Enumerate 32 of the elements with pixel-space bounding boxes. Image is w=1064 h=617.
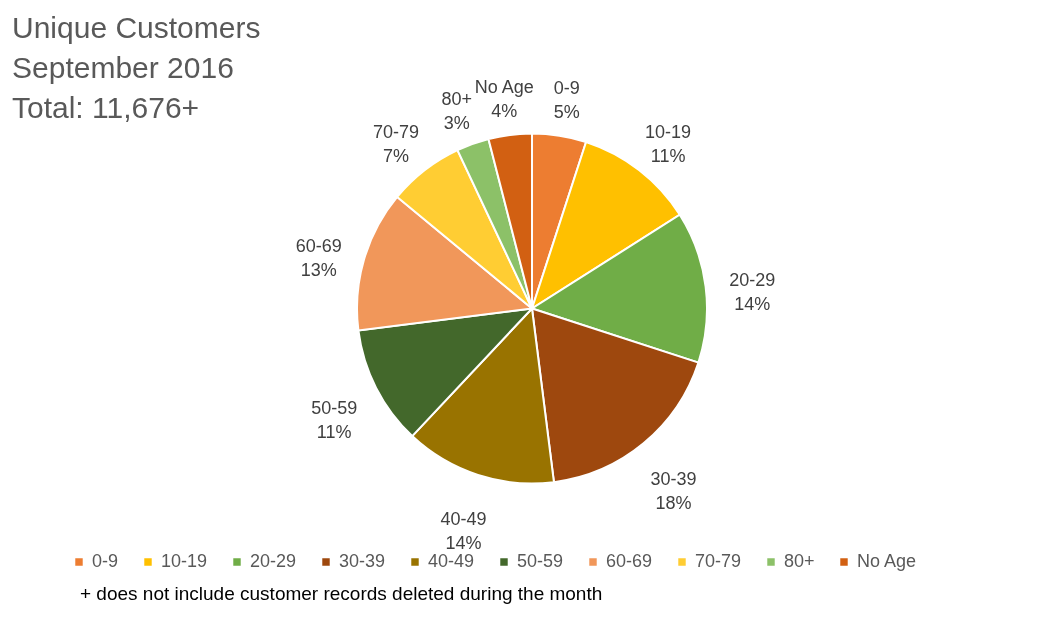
slice-label: 70-79 bbox=[372, 122, 419, 143]
legend-label: 30-39 bbox=[339, 551, 386, 571]
slice-label: 60-69 bbox=[295, 235, 342, 256]
data-label: 18% bbox=[655, 492, 692, 513]
data-label: 14% bbox=[734, 293, 771, 314]
legend-label: 70-79 bbox=[695, 551, 742, 571]
legend-label: 40-49 bbox=[428, 551, 475, 571]
legend-label: 60-69 bbox=[606, 551, 653, 571]
data-label: 7% bbox=[382, 146, 409, 167]
data-label: 13% bbox=[300, 259, 337, 280]
slice-label: 10-19 bbox=[645, 122, 692, 143]
data-label: 14% bbox=[445, 532, 482, 553]
text: + does not include customer records deleted during the month bbox=[80, 583, 603, 604]
data-label: 11% bbox=[650, 146, 686, 167]
slice-label: 0-9 bbox=[553, 78, 580, 99]
data-label: 4% bbox=[491, 101, 518, 122]
slice-label: 80+ bbox=[441, 88, 473, 109]
legend-label: 0-9 bbox=[92, 551, 119, 571]
slice-label: 20-29 bbox=[729, 269, 776, 290]
slice-label: 30-39 bbox=[650, 468, 697, 489]
legend-label: 80+ bbox=[784, 551, 815, 571]
slice-label: No Age bbox=[474, 77, 534, 98]
data-label: 3% bbox=[443, 112, 470, 133]
legend-label: 50-59 bbox=[517, 551, 564, 571]
legend-label: 10-19 bbox=[161, 551, 208, 571]
data-label: 5% bbox=[553, 102, 580, 123]
slice-label: 40-49 bbox=[440, 508, 487, 529]
data-label: 11% bbox=[316, 422, 352, 443]
slice-label: 50-59 bbox=[311, 398, 358, 419]
legend-label: No Age bbox=[857, 551, 917, 571]
legend-label: 20-29 bbox=[250, 551, 297, 571]
chart-title: Unique Customers September 2016 Total: 11,676+ bbox=[12, 11, 261, 124]
